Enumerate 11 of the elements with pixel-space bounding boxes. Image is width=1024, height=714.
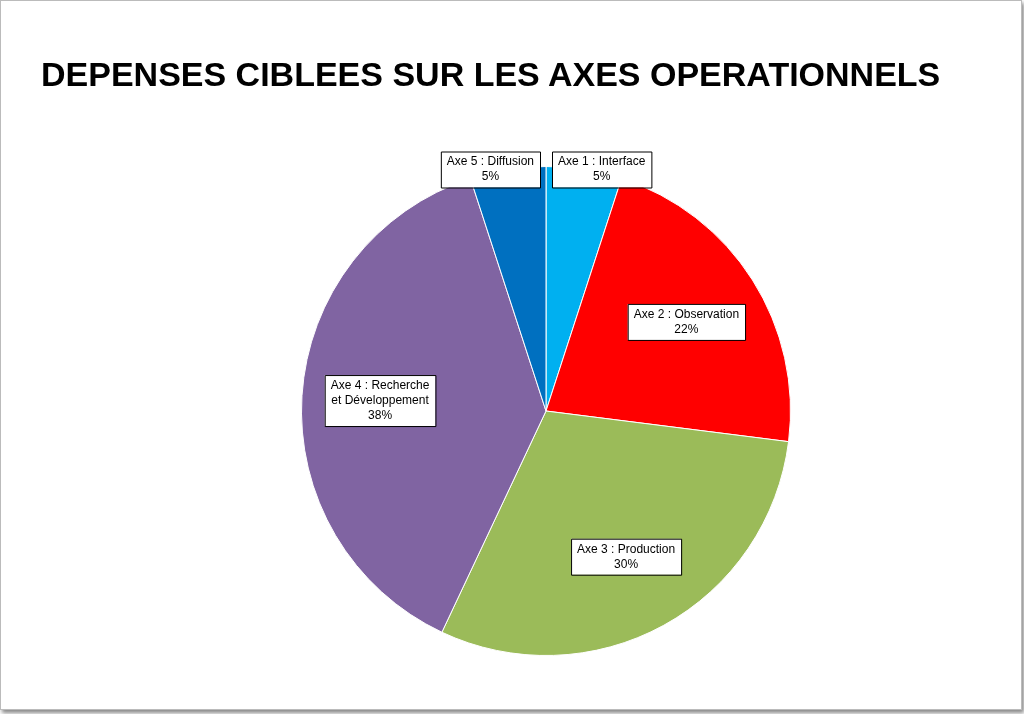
data-label: 5% — [593, 169, 611, 184]
data-label: 30% — [614, 556, 639, 571]
slice-label: Axe 5 : Diffusion — [446, 154, 535, 169]
slice-label: Axe 1 : Interface — [558, 154, 646, 169]
data-label: 38% — [368, 407, 393, 422]
slice-label: Axe 3 : Production — [577, 541, 676, 556]
slice-label: Axe 4 : Recherche et Développement — [330, 377, 430, 407]
slice-label: Axe 2 : Observation — [633, 306, 740, 321]
data-label: 22% — [674, 321, 699, 336]
chart-title: DEPENSES CIBLEES SUR LES AXES OPERATIONNELS — [41, 55, 941, 94]
data-label: 5% — [481, 169, 500, 184]
